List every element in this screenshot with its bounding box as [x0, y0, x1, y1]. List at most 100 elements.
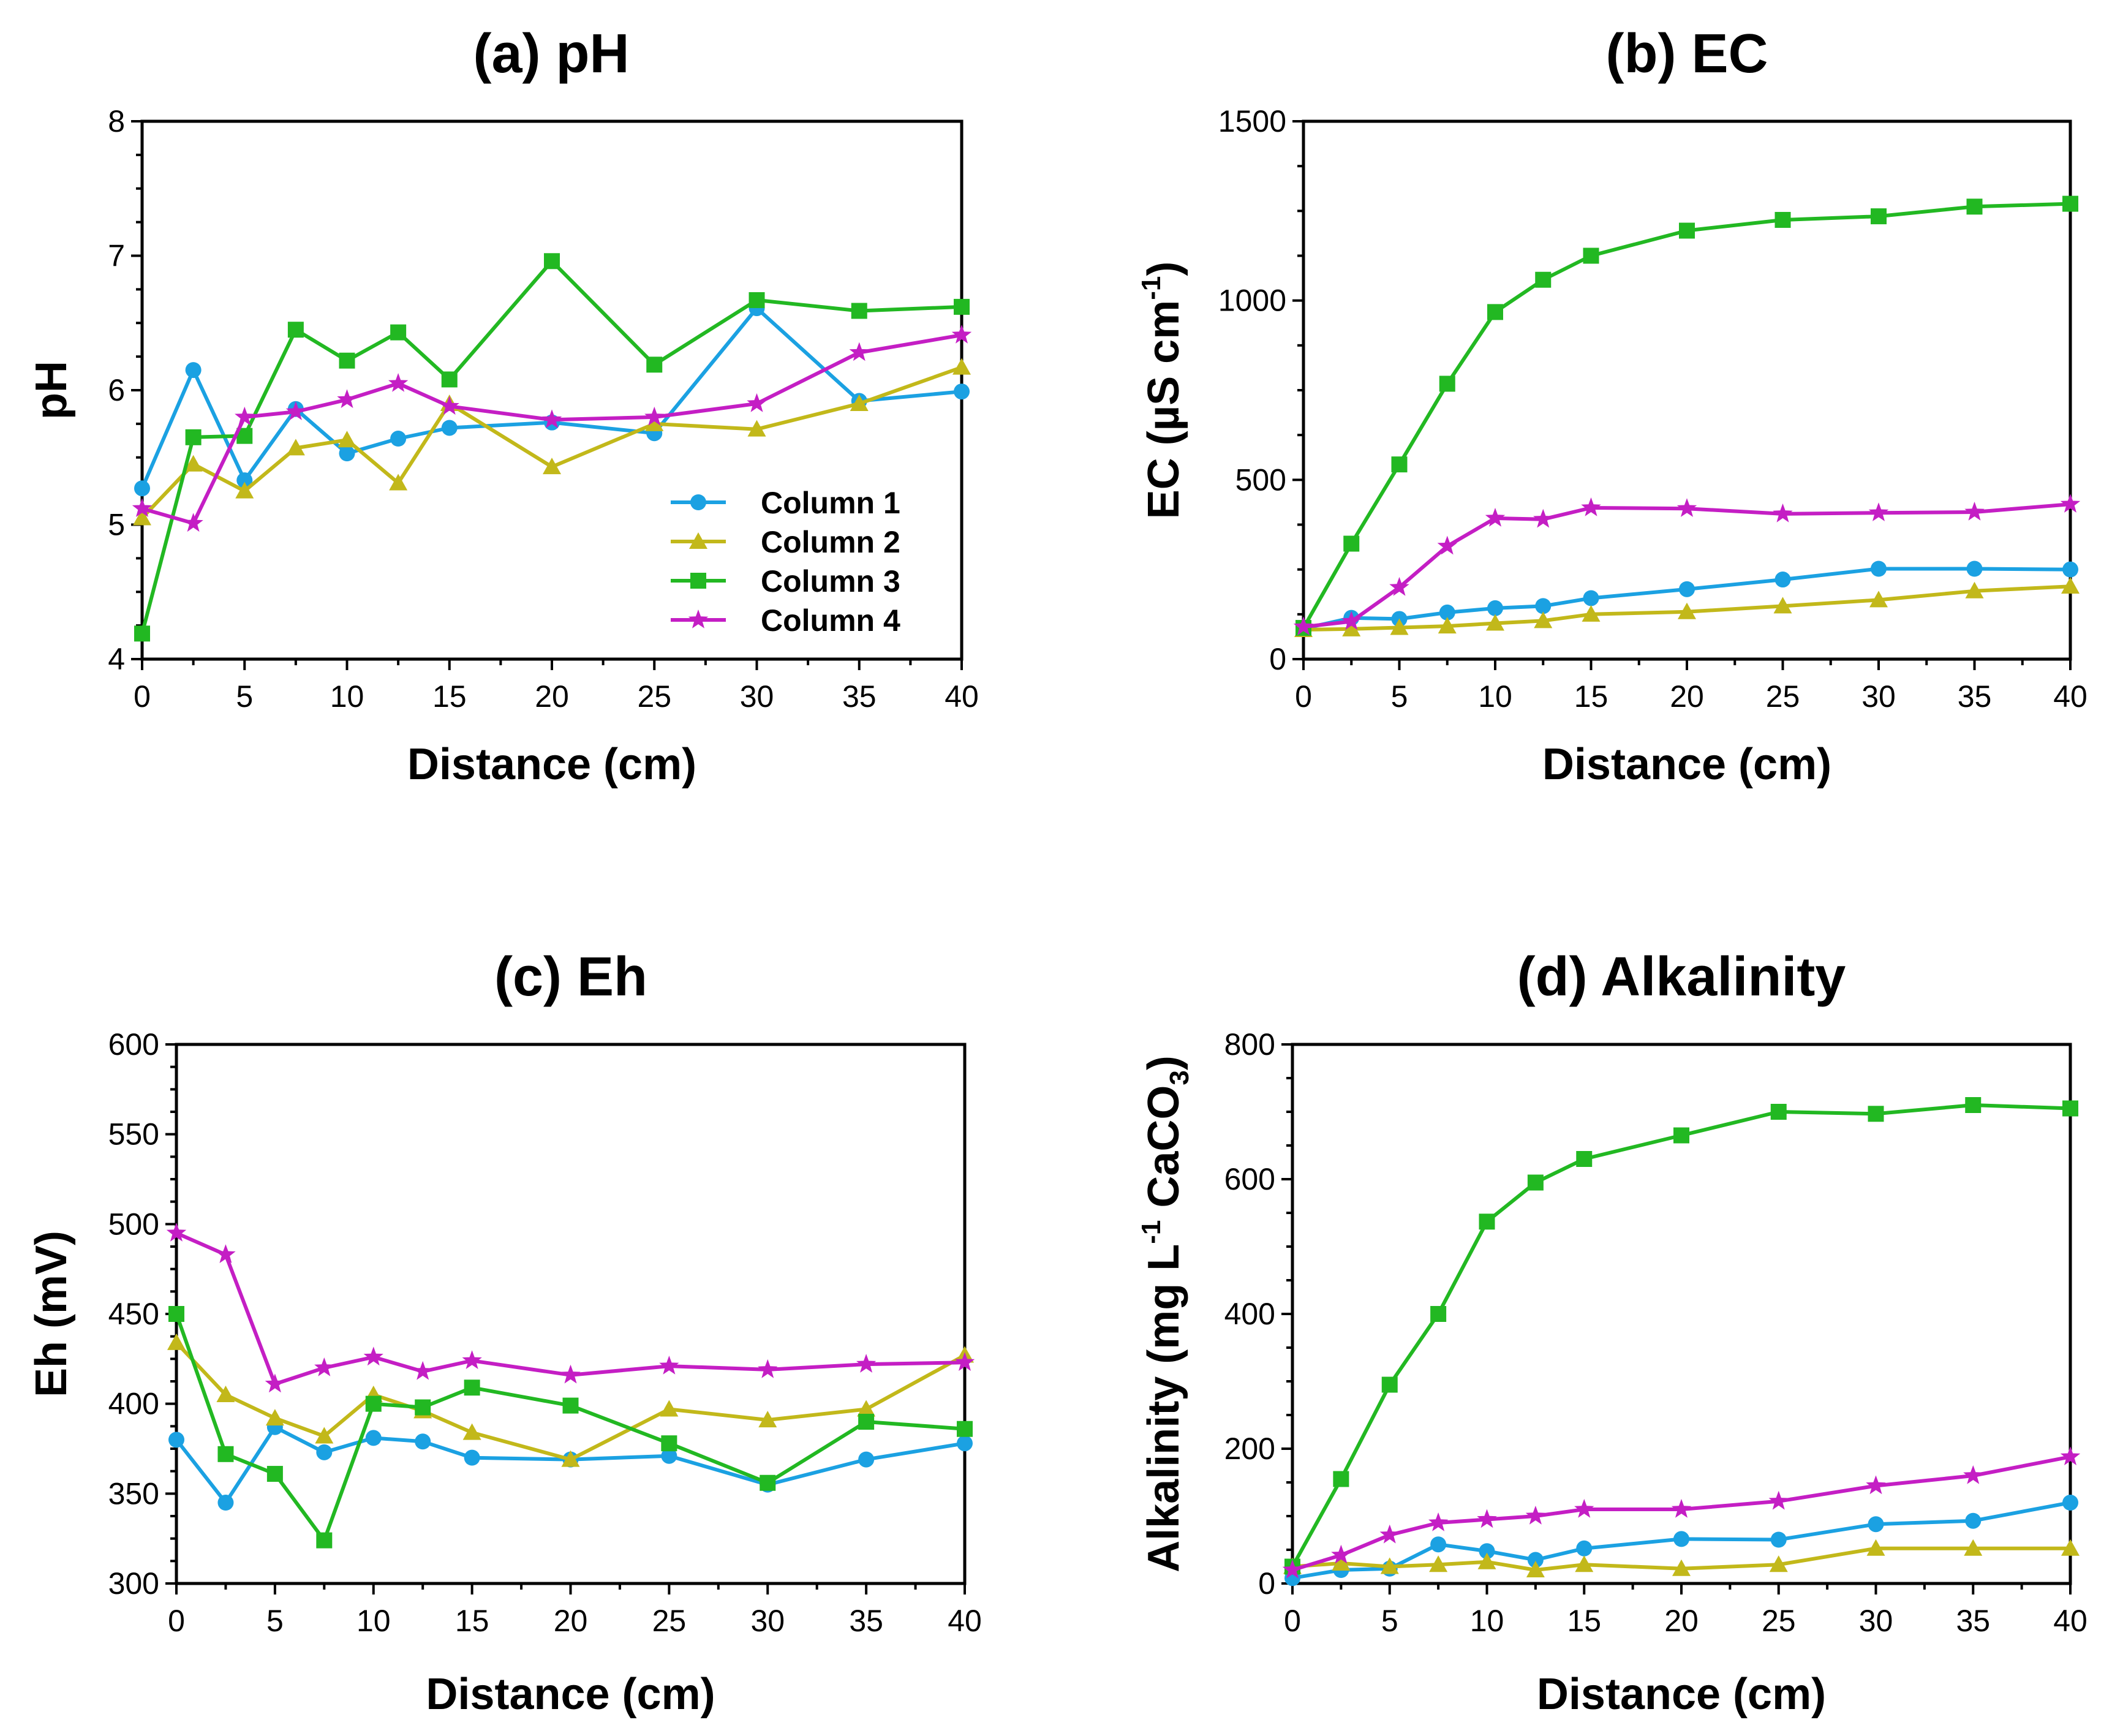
legend-marker [690, 573, 706, 589]
legend-label: Column 3 [761, 564, 900, 598]
data-point [1282, 1560, 1303, 1579]
data-point [168, 1432, 184, 1448]
data-point [1576, 1540, 1593, 1557]
x-tick-label: 30 [740, 679, 774, 714]
data-point [1331, 1544, 1351, 1564]
y-tick-label: 800 [1224, 1027, 1275, 1062]
x-tick-label: 15 [455, 1604, 489, 1638]
data-point [1533, 508, 1553, 528]
data-point [1768, 1490, 1789, 1510]
data-point [1390, 618, 1409, 635]
y-tick-label: 500 [108, 1207, 159, 1241]
data-point [1773, 503, 1793, 523]
y-label-superscript: -1 [1136, 1220, 1166, 1244]
data-point [388, 373, 409, 392]
data-point [166, 1223, 187, 1242]
data-point [235, 406, 255, 426]
legend-marker [688, 609, 709, 628]
x-tick-label: 5 [266, 1604, 284, 1638]
series-column-3 [1295, 195, 2078, 636]
x-tick-label: 15 [1574, 679, 1609, 714]
data-point [644, 406, 665, 426]
x-tick-label: 0 [134, 679, 151, 714]
data-point [1964, 1539, 1983, 1556]
series-line [175, 1425, 965, 1504]
x-tick-label: 40 [2053, 1604, 2087, 1638]
chart-title: (b) EC [1606, 23, 1768, 85]
y-tick-label: 6 [108, 373, 125, 407]
data-point [857, 1400, 876, 1417]
data-point [316, 1444, 333, 1460]
series-line [175, 1231, 965, 1386]
x-tick-label: 0 [1284, 1604, 1301, 1638]
series-column-3 [168, 1306, 973, 1549]
y-tick-label: 350 [108, 1476, 159, 1511]
data-point [1430, 1306, 1447, 1322]
data-point [1477, 1552, 1496, 1569]
data-point [1485, 508, 1506, 527]
x-tick-label: 25 [1762, 1604, 1796, 1638]
data-point [1964, 502, 1985, 521]
y-tick-label: 200 [1224, 1432, 1275, 1466]
data-point [184, 455, 203, 472]
data-point [954, 298, 970, 315]
data-point [1679, 581, 1695, 597]
plot-frame [1302, 119, 2072, 661]
data-point [441, 420, 458, 436]
x-tick-label: 10 [330, 679, 364, 714]
data-point [266, 1466, 283, 1482]
y-tick-label: 500 [1235, 462, 1286, 497]
data-point [954, 383, 970, 400]
y-label-superscript: -1 [1136, 276, 1166, 300]
data-point [1575, 1555, 1594, 1572]
data-point [134, 480, 150, 497]
data-point [1868, 1516, 1884, 1533]
data-point [543, 458, 561, 475]
y-tick-label: 600 [1224, 1162, 1275, 1196]
x-tick-label: 15 [1567, 1604, 1601, 1638]
data-point [1673, 1531, 1689, 1547]
data-point [1342, 619, 1361, 636]
data-point [314, 1357, 334, 1376]
y-tick-label: 0 [1269, 642, 1286, 676]
x-tick-label: 5 [1391, 679, 1408, 714]
x-tick-label: 0 [168, 1604, 185, 1638]
data-point [265, 1373, 285, 1393]
data-point [339, 352, 355, 369]
data-point [133, 508, 151, 526]
data-point [1391, 456, 1408, 473]
x-tick-label: 10 [356, 1604, 391, 1638]
x-tick-label: 5 [1381, 1604, 1398, 1638]
series-column-2 [1294, 577, 2080, 638]
data-point [1535, 271, 1552, 288]
x-tick-label: 20 [554, 1604, 588, 1638]
panel-a-ph: (a) pH 4 5 6 7 8 0 5 10 15 20 25 30 35 40 Distance (cm)… [27, 23, 979, 789]
data-point [1583, 590, 1599, 606]
y-label-subscript: 3 [1164, 1070, 1194, 1085]
data-point [1487, 600, 1503, 616]
y-tick-label: 550 [108, 1117, 159, 1152]
data-point [1581, 497, 1601, 516]
data-point [957, 1421, 973, 1437]
data-point [1868, 1106, 1884, 1122]
data-point [954, 1352, 975, 1371]
data-point [464, 1379, 480, 1396]
data-point [561, 1450, 580, 1467]
data-point [1535, 598, 1552, 614]
data-point [1868, 502, 1889, 521]
data-point [2062, 195, 2078, 212]
chart-title: (a) pH [473, 23, 630, 85]
data-point [2062, 1495, 2078, 1511]
data-point [1671, 1499, 1692, 1518]
y-axis-label: Eh (mV) [27, 1231, 76, 1397]
data-point [1673, 1127, 1689, 1144]
data-point [464, 1449, 480, 1466]
data-point [747, 420, 766, 437]
series-column-4 [1293, 494, 2081, 636]
y-tick-label: 400 [1224, 1297, 1275, 1331]
data-point [1379, 1524, 1400, 1544]
series-line [1292, 1455, 2071, 1572]
data-point [2061, 577, 2080, 594]
legend-marker [689, 532, 707, 549]
data-point [645, 414, 664, 431]
